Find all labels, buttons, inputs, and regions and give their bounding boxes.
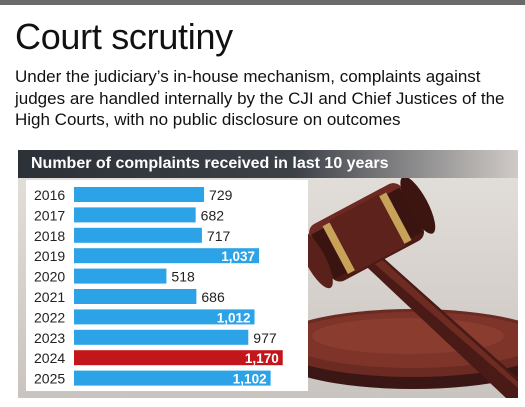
value-label: 1,102 — [233, 372, 267, 387]
value-label: 1,012 — [217, 310, 251, 325]
year-label: 2024 — [34, 350, 65, 366]
value-label: 1,170 — [245, 351, 279, 366]
value-label: 1,037 — [221, 249, 255, 264]
chart-title: Number of complaints received in last 10… — [31, 155, 389, 172]
year-label: 2022 — [34, 309, 65, 325]
bar-2020 — [74, 268, 167, 284]
gavel-photo-panel: Number of complaints received in last 10… — [18, 150, 518, 398]
value-label: 717 — [207, 228, 231, 244]
value-label: 729 — [209, 187, 233, 203]
year-label: 2019 — [34, 248, 65, 264]
bar-2019 — [74, 248, 259, 264]
gavel-illustration — [273, 176, 518, 398]
year-label: 2023 — [34, 330, 65, 346]
year-label: 2018 — [34, 228, 65, 244]
bar-2023 — [74, 329, 249, 345]
bar-2016 — [74, 187, 205, 202]
bar-chart: 2016 729 2017 682 2018 717 2019 1,037 2020 518 202… — [26, 180, 308, 391]
bar-2021 — [74, 289, 197, 304]
value-label: 518 — [171, 269, 195, 285]
year-label: 2021 — [34, 289, 65, 305]
bar-2022 — [74, 309, 255, 325]
value-label: 682 — [201, 207, 225, 223]
year-label: 2016 — [34, 187, 65, 203]
bar-2018 — [74, 227, 202, 243]
bar-2025 — [74, 370, 271, 386]
bar-chart-svg: 2016 729 2017 682 2018 717 2019 1,037 2020 518 202… — [34, 187, 283, 387]
page-title: Court scrutiny — [15, 16, 233, 57]
bar-2024 — [74, 350, 283, 366]
bar-2017 — [74, 207, 196, 223]
chart-header: Number of complaints received in last 10… — [18, 150, 518, 178]
page-subtitle: Under the judiciary’s in-house mechanism… — [15, 67, 505, 129]
year-label: 2017 — [34, 207, 65, 223]
top-rule — [0, 0, 525, 5]
year-label: 2025 — [34, 371, 65, 387]
value-label: 977 — [253, 330, 277, 346]
value-label: 686 — [201, 289, 225, 305]
year-label: 2020 — [34, 269, 65, 285]
